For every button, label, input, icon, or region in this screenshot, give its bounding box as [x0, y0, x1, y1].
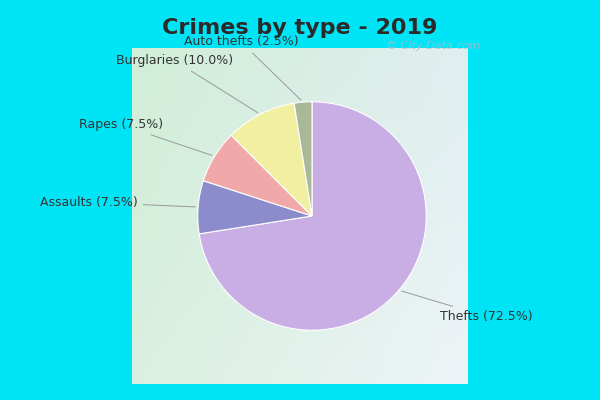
Text: Crimes by type - 2019: Crimes by type - 2019 [163, 18, 437, 38]
Wedge shape [231, 103, 312, 216]
Text: Auto thefts (2.5%): Auto thefts (2.5%) [184, 35, 301, 100]
Text: Rapes (7.5%): Rapes (7.5%) [79, 118, 212, 156]
Text: Thefts (72.5%): Thefts (72.5%) [401, 291, 532, 323]
Text: © City-Data.com: © City-Data.com [386, 41, 480, 51]
Wedge shape [203, 135, 312, 216]
Wedge shape [198, 181, 312, 234]
Wedge shape [199, 102, 426, 330]
Text: Assaults (7.5%): Assaults (7.5%) [40, 196, 196, 209]
Text: Burglaries (10.0%): Burglaries (10.0%) [116, 54, 258, 113]
Wedge shape [294, 102, 312, 216]
